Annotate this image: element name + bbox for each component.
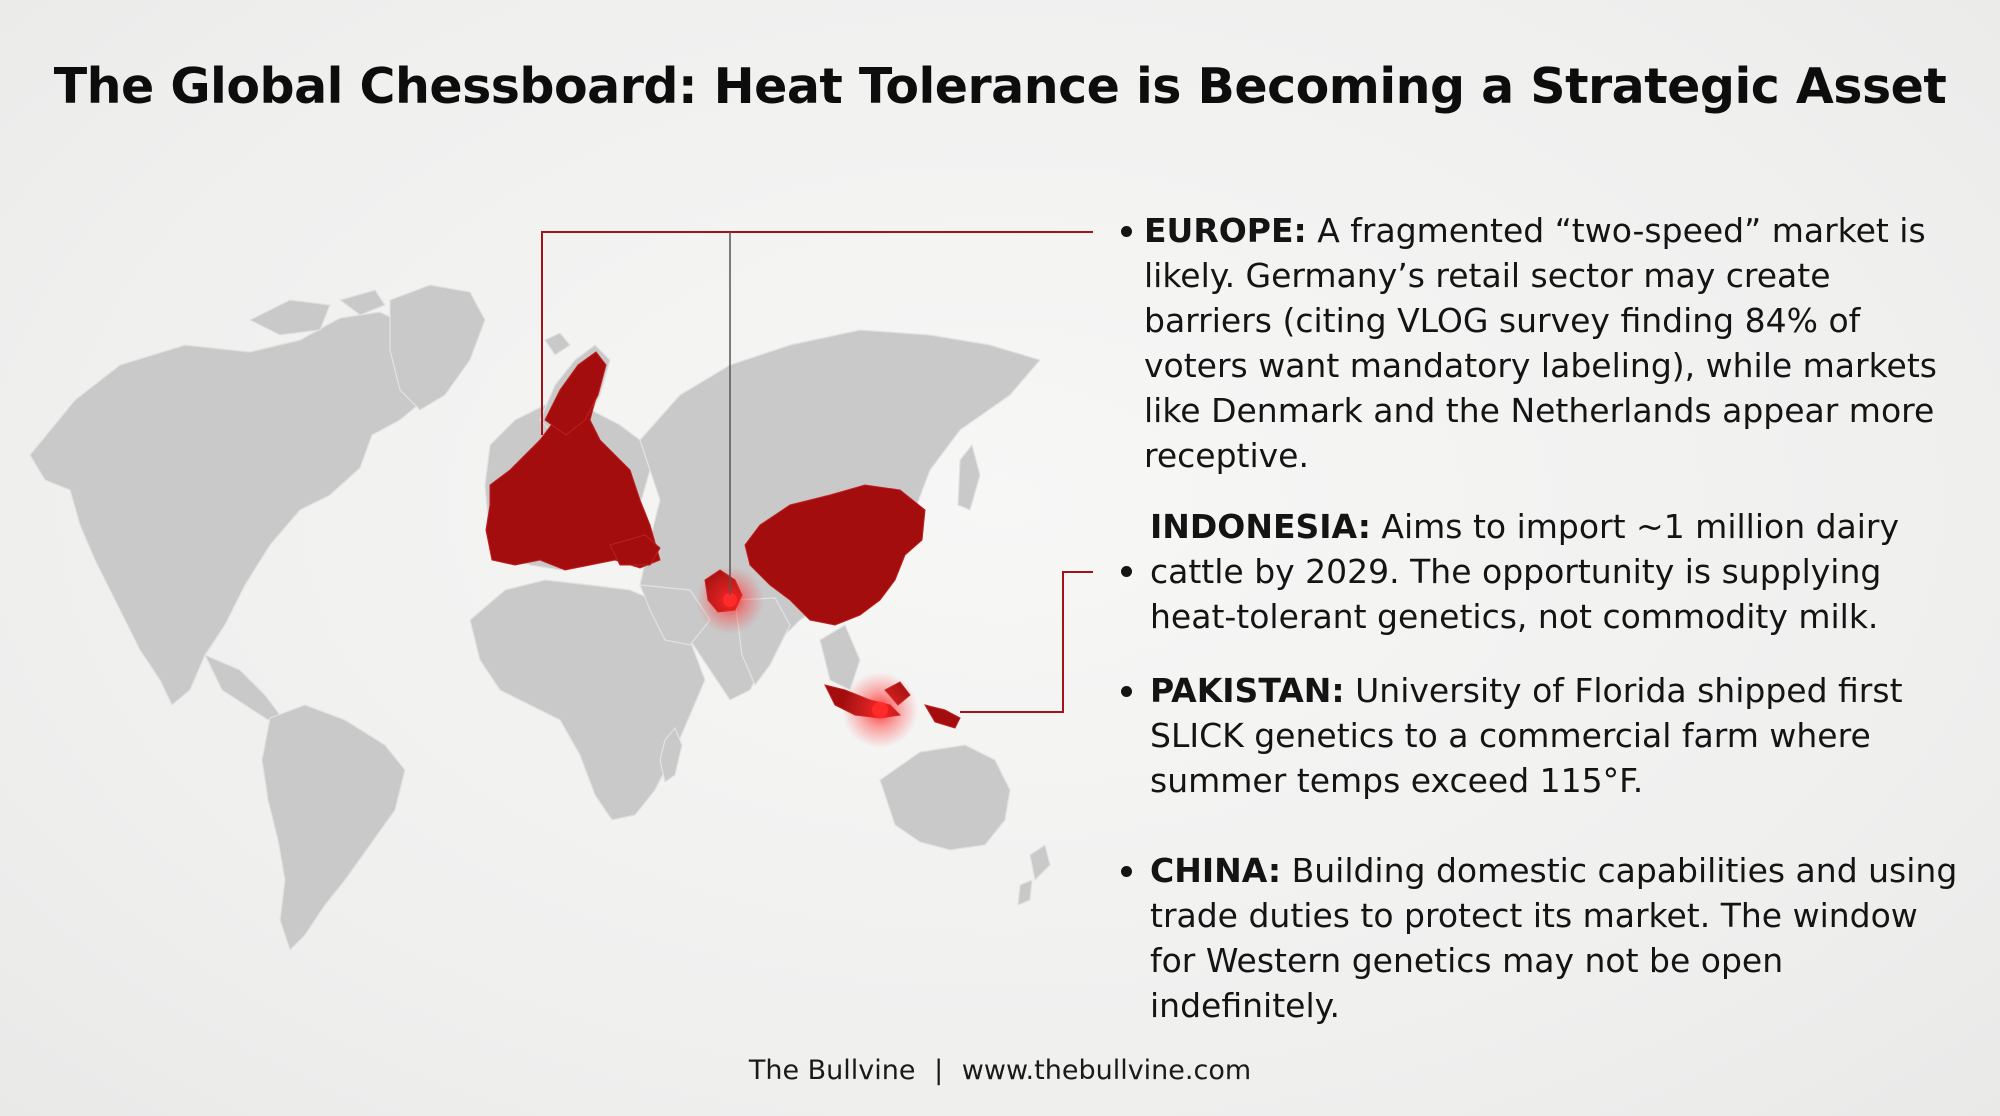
bullet-icon — [1121, 866, 1132, 877]
bullet-icon — [1121, 686, 1132, 697]
region-label-china: CHINA: — [1150, 851, 1282, 890]
region-text-europe: A fragmented “two-speed” market is likel… — [1144, 211, 1937, 475]
north-america-landmass — [29, 311, 446, 706]
scandinavia-highlight — [544, 351, 607, 436]
region-label-pakistan: PAKISTAN: — [1150, 671, 1345, 710]
turkey-highlight — [609, 534, 661, 566]
bullet-icon — [1121, 566, 1132, 577]
region-label-indonesia: INDONESIA: — [1150, 507, 1371, 546]
arabia-landmass — [639, 584, 711, 646]
region-text-china: Building domestic capabilities and using… — [1150, 851, 1958, 1025]
madagascar-landmass — [659, 726, 683, 784]
indonesia-dot — [872, 702, 888, 718]
central-america-landmass — [203, 653, 281, 721]
list-item-indonesia: INDONESIA: Aims to import ~1 million dai… — [1110, 504, 1970, 644]
bullet-icon — [1121, 226, 1132, 237]
footer-brand: The Bullvine — [748, 1055, 916, 1086]
japan-landmass — [957, 443, 981, 511]
southeast-asia-landmass — [819, 624, 861, 691]
china-highlight — [744, 484, 926, 626]
footer-separator: | — [934, 1055, 944, 1086]
page-title: The Global Chessboard: Heat Tolerance is… — [53, 58, 1947, 115]
arctic-islands-landmass — [248, 289, 386, 336]
new-zealand-landmass — [1017, 844, 1051, 906]
south-america-landmass — [261, 704, 406, 952]
footer-url[interactable]: www.thebullvine.com — [961, 1055, 1252, 1086]
svalbard-landmass — [544, 332, 571, 356]
region-text-pakistan: University of Florida shipped first SLIC… — [1150, 671, 1903, 800]
list-item-europe: EUROPE: A fragmented “two-speed” market … — [1110, 208, 1970, 478]
footer: The Bullvine | www.thebullvine.com — [0, 1055, 2000, 1086]
list-item-pakistan: PAKISTAN: University of Florida shipped … — [1110, 668, 1970, 808]
greenland-landmass — [389, 284, 486, 411]
europe-leader-line — [541, 231, 1093, 435]
list-item-china: CHINA: Building domestic capabilities an… — [1110, 848, 1970, 1038]
pakistan-dot — [723, 593, 737, 607]
region-label-europe: EUROPE: — [1144, 211, 1307, 250]
indonesia-leader-line — [960, 571, 1093, 713]
australia-landmass — [879, 744, 1011, 851]
region-text-indonesia: Aims to import ~1 million dairy cattle b… — [1150, 507, 1900, 636]
